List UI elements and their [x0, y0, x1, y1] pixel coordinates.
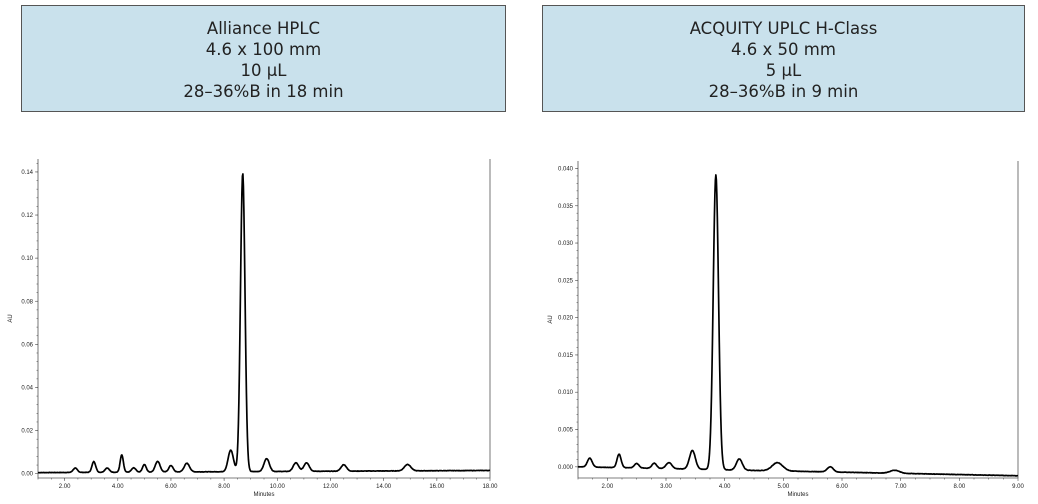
- x-tick-label: 7.00: [895, 484, 907, 490]
- plot-frame: [37, 159, 491, 479]
- y-tick-label: 0.02: [21, 429, 33, 435]
- method-box-hplc: Alliance HPLC 4.6 x 100 mm 10 µL 28–36%B…: [21, 5, 506, 112]
- x-tick-label: 6.00: [836, 484, 848, 490]
- x-tick-label: 3.00: [660, 484, 672, 490]
- column-dimensions: 4.6 x 50 mm: [731, 40, 836, 59]
- y-tick-label: 0.06: [21, 342, 33, 348]
- x-tick-label: 9.00: [1012, 484, 1024, 490]
- y-tick-label: 0.010: [558, 390, 574, 396]
- x-tick-label: 2.00: [59, 484, 71, 490]
- x-tick-label: 12.00: [323, 484, 339, 490]
- y-tick-label: 0.035: [558, 204, 574, 210]
- injection-volume: 5 µL: [765, 61, 802, 80]
- system-name: Alliance HPLC: [206, 19, 321, 38]
- x-tick-label: 2.00: [601, 484, 613, 490]
- y-tick-label: 0.12: [21, 213, 33, 219]
- system-name: ACQUITY UPLC H-Class: [689, 19, 878, 38]
- y-axis-title: AU: [548, 315, 554, 323]
- y-tick-label: 0.005: [558, 428, 574, 434]
- x-axis-title: Minutes: [253, 492, 274, 498]
- y-tick-label: 0.08: [21, 299, 33, 305]
- y-tick-label: 0.14: [21, 170, 33, 176]
- y-tick-label: 0.030: [558, 241, 574, 247]
- chromatogram-trace: [577, 174, 1019, 477]
- gradient: 28–36%B in 9 min: [708, 82, 859, 101]
- gradient: 28–36%B in 18 min: [183, 82, 344, 101]
- chromatogram-uplc: 0.000 0.005 0.010 0.015 0.020 0.025 0.030 0.035…: [548, 161, 1024, 498]
- y-tick-label: 0.00: [21, 472, 33, 478]
- x-tick-label: 18.00: [482, 484, 498, 490]
- x-tick-label: 6.00: [165, 484, 177, 490]
- x-tick-label: 14.00: [376, 484, 392, 490]
- x-tick-label: 4.00: [112, 484, 124, 490]
- y-tick-label: 0.040: [558, 166, 574, 172]
- y-tick-label: 0.04: [21, 385, 33, 391]
- y-axis-title: AU: [8, 314, 14, 322]
- y-tick-label: 0.015: [558, 353, 574, 359]
- x-tick-label: 10.00: [270, 484, 286, 490]
- chromatogram-trace: [37, 173, 491, 474]
- x-tick-label: 8.00: [953, 484, 965, 490]
- y-tick-label: 0.000: [558, 465, 574, 471]
- x-tick-label: 8.00: [218, 484, 230, 490]
- x-tick-label: 16.00: [429, 484, 445, 490]
- y-tick-label: 0.020: [558, 316, 574, 322]
- column-dimensions: 4.6 x 100 mm: [205, 40, 322, 59]
- x-tick-label: 4.00: [719, 484, 731, 490]
- injection-volume: 10 µL: [240, 61, 287, 80]
- plot-frame: [577, 161, 1019, 479]
- chromatogram-hplc: 0.00 0.02 0.04 0.06 0.08 0.10 0.12 0.14 2.00 4.00…: [8, 159, 498, 498]
- x-tick-label: 5.00: [777, 484, 789, 490]
- y-tick-label: 0.025: [558, 278, 574, 284]
- y-tick-label: 0.10: [21, 256, 33, 262]
- method-box-uplc: ACQUITY UPLC H-Class 4.6 x 50 mm 5 µL 28…: [542, 5, 1025, 112]
- x-axis-title: Minutes: [787, 492, 808, 498]
